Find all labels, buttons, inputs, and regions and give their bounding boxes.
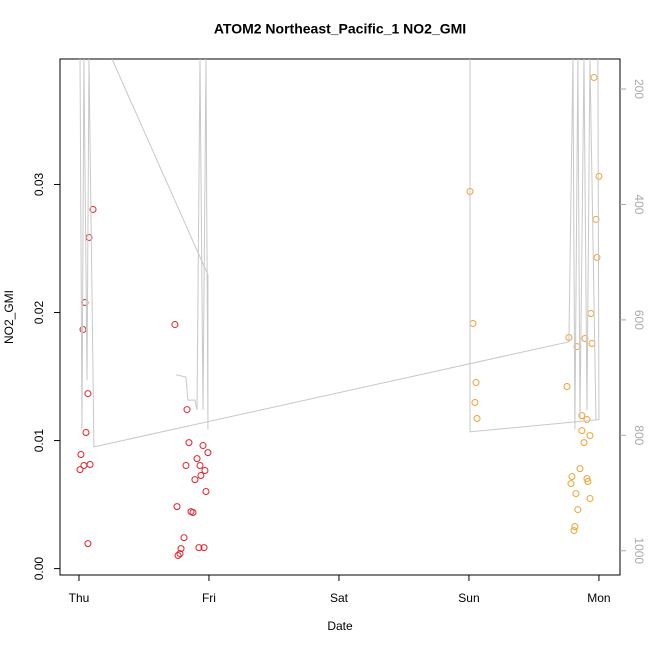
point [583, 416, 591, 424]
y2-tick-label: 600 [632, 310, 646, 330]
y2-tick-label: 400 [632, 194, 646, 214]
point [576, 465, 584, 473]
point [180, 534, 188, 542]
point [586, 495, 594, 503]
point [76, 466, 84, 474]
y-tick-label: 0.01 [32, 429, 46, 453]
point [580, 439, 588, 447]
point [590, 73, 598, 81]
x-tick-label: Fri [202, 591, 216, 605]
x-axis-label: Date [327, 619, 353, 633]
point [176, 550, 184, 558]
x-tick-label: Sat [330, 591, 349, 605]
point [193, 455, 201, 463]
plot-frame [59, 58, 621, 576]
point [471, 399, 479, 407]
point [201, 467, 209, 475]
point [79, 326, 87, 334]
point [583, 475, 591, 483]
point [578, 412, 586, 420]
point [84, 390, 92, 398]
point [185, 439, 193, 447]
point [574, 506, 582, 514]
point [571, 523, 579, 531]
y2-tick-label: 1000 [632, 537, 646, 564]
point [199, 442, 207, 450]
point [593, 253, 601, 261]
point [472, 379, 480, 387]
point [588, 340, 596, 348]
point [182, 462, 190, 470]
y-axis-label: NO2_GMI [2, 290, 16, 344]
point [86, 461, 94, 469]
point [195, 544, 203, 552]
point [568, 473, 576, 481]
y2-tick-label: 200 [632, 79, 646, 99]
point [177, 545, 185, 553]
y-tick-label: 0.03 [32, 172, 46, 196]
point [567, 480, 575, 488]
point [578, 427, 586, 435]
point [587, 310, 595, 318]
point [572, 490, 580, 498]
x-tick-label: Thu [69, 591, 90, 605]
point [473, 415, 481, 423]
x-tick-label: Sun [458, 591, 479, 605]
point [189, 509, 197, 517]
point [80, 462, 88, 470]
point [173, 503, 181, 511]
point [196, 462, 204, 470]
point [183, 406, 191, 414]
point [89, 205, 97, 213]
y-tick-label: 0.02 [32, 301, 46, 325]
point [581, 335, 589, 343]
chart-title: ATOM2 Northeast_Pacific_1 NO2_GMI [214, 21, 466, 37]
point [204, 449, 212, 457]
point [586, 432, 594, 440]
point [191, 476, 199, 484]
point [570, 527, 578, 535]
point [77, 451, 85, 459]
x-tick-label: Mon [587, 591, 610, 605]
point [82, 428, 90, 436]
point [174, 552, 182, 560]
point [584, 478, 592, 486]
point [84, 540, 92, 548]
line [79, 59, 600, 448]
y-tick-label: 0.00 [32, 557, 46, 581]
point [171, 321, 179, 329]
point [595, 172, 603, 180]
y2-tick-label: 800 [632, 425, 646, 445]
point [200, 544, 208, 552]
point [563, 383, 571, 391]
point [202, 488, 210, 496]
point [197, 472, 205, 480]
point [469, 320, 477, 328]
